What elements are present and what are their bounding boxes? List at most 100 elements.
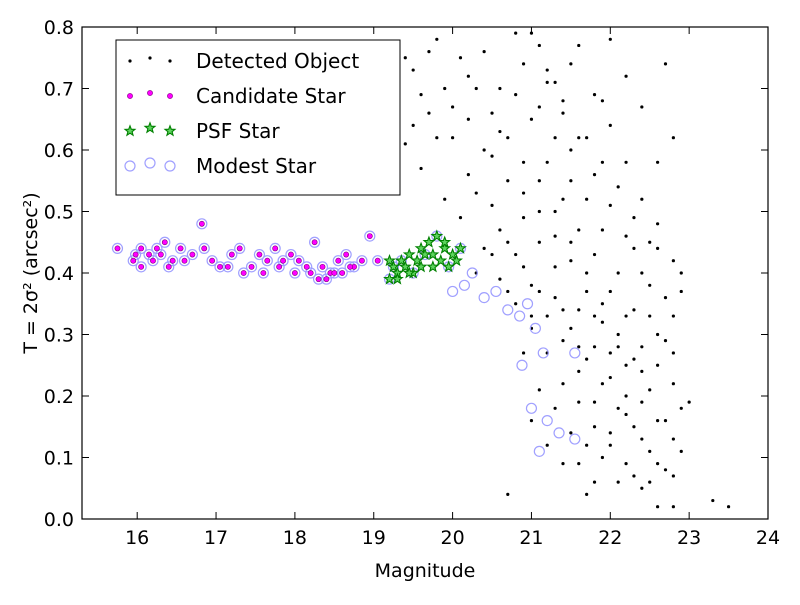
x-tick-label: 24: [756, 527, 780, 549]
data-point: [435, 136, 439, 140]
data-point: [687, 400, 691, 404]
data-point: [624, 74, 628, 78]
legend-marker: [147, 90, 153, 96]
data-point: [671, 505, 675, 509]
data-point: [303, 263, 310, 270]
legend-marker: [127, 93, 133, 99]
data-point: [289, 267, 301, 279]
data-point: [663, 296, 668, 300]
data-point: [253, 248, 266, 261]
data-point: [331, 270, 338, 276]
data-point: [466, 173, 470, 177]
data-point: [228, 251, 235, 258]
data-point: [671, 474, 675, 478]
x-tick-label: 23: [677, 527, 701, 549]
data-point: [537, 347, 549, 359]
data-point: [514, 302, 518, 306]
legend: Detected Object Candidate Star PSF Star Mod…: [115, 39, 401, 196]
data-point: [521, 191, 526, 195]
data-point: [640, 271, 644, 275]
data-point: [521, 216, 526, 220]
data-point: [648, 449, 652, 453]
data-point: [450, 105, 455, 109]
data-point: [648, 314, 652, 318]
data-point: [514, 252, 518, 257]
data-point: [240, 270, 247, 276]
data-point: [616, 480, 620, 484]
data-point: [553, 406, 557, 410]
data-point: [561, 382, 565, 386]
data-point: [257, 267, 269, 279]
data-point: [157, 251, 164, 258]
data-point: [569, 326, 573, 330]
data-point: [474, 86, 478, 91]
data-point: [561, 462, 565, 466]
x-tick-label: 20: [441, 527, 465, 549]
legend-marker: [164, 160, 176, 172]
data-point: [569, 148, 573, 152]
data-point: [608, 375, 612, 380]
data-point: [150, 257, 156, 264]
data-point: [390, 272, 404, 285]
data-point: [506, 136, 510, 140]
data-point: [616, 406, 620, 410]
data-point: [403, 142, 407, 146]
data-point: [490, 111, 494, 115]
data-point: [414, 260, 428, 273]
data-point: [450, 253, 463, 267]
data-point: [178, 255, 191, 267]
data-point: [537, 240, 541, 244]
data-point: [288, 251, 294, 258]
data-point: [632, 357, 636, 361]
data-point: [514, 93, 518, 97]
data-point: [167, 255, 179, 267]
data-point: [307, 270, 314, 276]
data-point: [272, 245, 279, 252]
data-point: [663, 419, 668, 423]
y-tick-label: 0.8: [44, 17, 74, 39]
data-point: [640, 345, 644, 349]
data-point: [209, 257, 216, 264]
data-point: [256, 251, 263, 258]
data-point: [569, 347, 581, 359]
data-point: [490, 285, 502, 298]
data-point: [585, 136, 589, 140]
data-point: [135, 261, 147, 273]
data-point: [111, 242, 124, 254]
data-point: [383, 253, 396, 267]
data-point: [529, 283, 534, 287]
data-point: [592, 345, 597, 349]
data-point: [443, 197, 447, 201]
data-point: [343, 251, 350, 258]
data-point: [648, 283, 652, 287]
data-point: [553, 136, 557, 140]
data-point: [592, 400, 597, 404]
data-point: [600, 455, 605, 460]
data-point: [577, 43, 581, 48]
data-point: [561, 197, 565, 201]
data-point: [450, 136, 455, 140]
data-point: [143, 248, 155, 261]
data-point: [671, 382, 675, 386]
data-point: [600, 302, 605, 306]
data-point: [311, 239, 318, 246]
data-point: [553, 427, 565, 439]
data-point: [592, 173, 597, 177]
data-point: [217, 263, 223, 270]
data-point: [577, 228, 581, 232]
data-point: [592, 252, 597, 257]
data-point: [301, 261, 313, 273]
data-point: [347, 263, 353, 270]
data-point: [592, 425, 597, 429]
data-point: [624, 160, 628, 164]
y-tick-label: 0.2: [44, 386, 74, 408]
data-point: [411, 123, 415, 127]
legend-marker: [123, 124, 137, 137]
x-tick-label: 22: [598, 527, 622, 549]
data-point: [514, 31, 518, 35]
legend-marker: [144, 157, 156, 169]
data-point: [163, 261, 175, 273]
data-point: [514, 310, 526, 322]
y-tick-label: 0.5: [44, 202, 74, 224]
legend-marker: [124, 160, 136, 172]
